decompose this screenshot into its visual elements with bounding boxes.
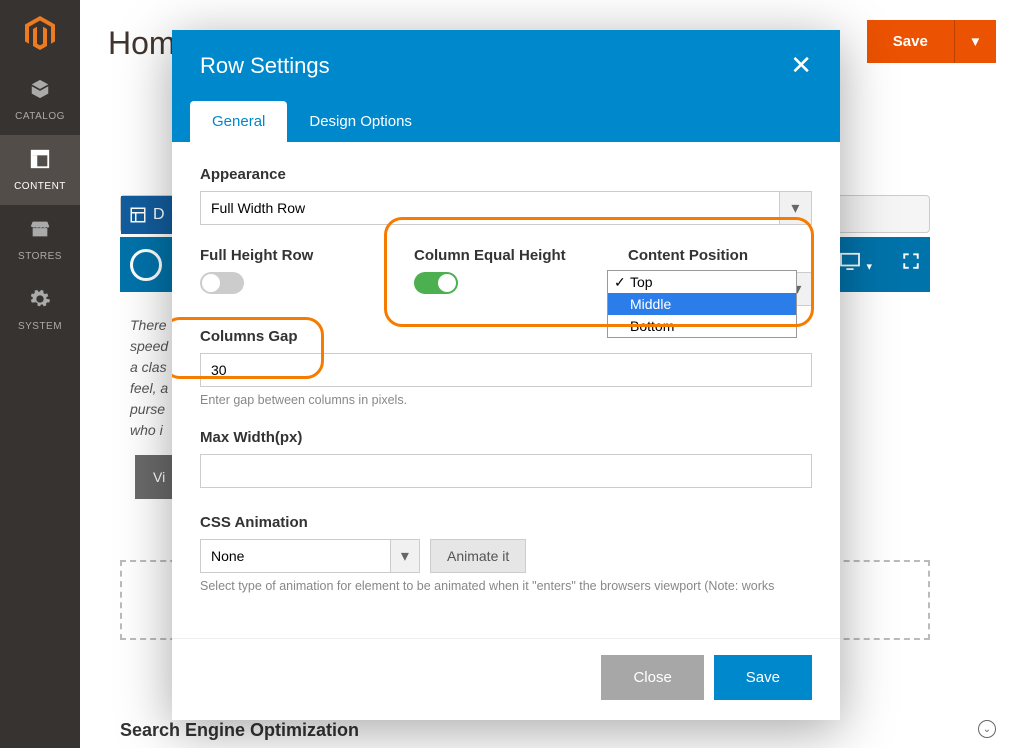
content-position-option-top[interactable]: Top [608, 271, 796, 293]
columns-gap-input[interactable] [200, 353, 812, 387]
animate-it-button[interactable]: Animate it [430, 539, 526, 573]
device-preview-icon[interactable]: ▾ [839, 252, 872, 277]
content-position-option-bottom[interactable]: Bottom [608, 315, 796, 337]
max-width-input[interactable] [200, 454, 812, 488]
css-animation-help: Select type of animation for element to … [200, 579, 812, 593]
appearance-select[interactable] [200, 191, 780, 225]
fullscreen-icon[interactable] [902, 252, 920, 277]
appearance-label: Appearance [200, 166, 812, 183]
css-animation-dropdown-toggle[interactable]: ▾ [391, 539, 420, 573]
sidebar-item-label: CONTENT [14, 181, 66, 192]
admin-sidebar: CATALOG CONTENT STORES SYSTEM [0, 0, 80, 748]
content-position-option-middle[interactable]: Middle [608, 293, 796, 315]
full-height-toggle[interactable] [200, 272, 244, 294]
max-width-label: Max Width(px) [200, 429, 812, 446]
modal-close-icon[interactable]: ✕ [790, 50, 812, 81]
toolbar-d-label: D [153, 206, 165, 224]
equal-height-label: Column Equal Height [414, 247, 598, 264]
sidebar-item-label: SYSTEM [18, 321, 62, 332]
css-animation-select[interactable] [200, 539, 391, 573]
page-save-button-group: Save ▼ [867, 20, 996, 63]
modal-header: Row Settings ✕ [172, 30, 840, 101]
modal-title: Row Settings [200, 53, 330, 79]
row-settings-modal: Row Settings ✕ General Design Options Ap… [172, 30, 840, 720]
sidebar-item-stores[interactable]: STORES [0, 205, 80, 275]
modal-save-button[interactable]: Save [714, 655, 812, 700]
tab-design-options[interactable]: Design Options [287, 101, 434, 142]
modal-footer: Close Save [172, 638, 840, 720]
seo-collapse-icon[interactable]: ⌄ [978, 720, 996, 738]
sidebar-item-system[interactable]: SYSTEM [0, 275, 80, 345]
modal-tabs: General Design Options [172, 101, 840, 142]
save-dropdown-toggle[interactable]: ▼ [954, 20, 996, 63]
cube-icon [29, 78, 51, 106]
full-height-label: Full Height Row [200, 247, 384, 264]
tab-general[interactable]: General [190, 101, 287, 142]
save-button[interactable]: Save [867, 20, 954, 63]
loading-spinner-icon [130, 249, 162, 281]
appearance-dropdown-toggle[interactable]: ▾ [780, 191, 812, 225]
sidebar-item-content[interactable]: CONTENT [0, 135, 80, 205]
content-position-dropdown-menu: Top Middle Bottom [607, 270, 797, 338]
gear-icon [29, 288, 51, 316]
equal-height-toggle[interactable] [414, 272, 458, 294]
page-title: Hom [108, 25, 176, 62]
sidebar-item-label: CATALOG [15, 111, 65, 122]
modal-body: Appearance ▾ Full Height Row Column Equa… [172, 142, 840, 638]
modal-close-button[interactable]: Close [601, 655, 703, 700]
layout-icon [29, 148, 51, 176]
magento-logo[interactable] [0, 0, 80, 65]
sidebar-item-label: STORES [18, 251, 62, 262]
store-icon [29, 218, 51, 246]
css-animation-label: CSS Animation [200, 514, 812, 531]
sidebar-item-catalog[interactable]: CATALOG [0, 65, 80, 135]
seo-section-title[interactable]: Search Engine Optimization [120, 720, 359, 741]
content-position-label: Content Position [628, 247, 812, 264]
columns-gap-help: Enter gap between columns in pixels. [200, 393, 812, 407]
